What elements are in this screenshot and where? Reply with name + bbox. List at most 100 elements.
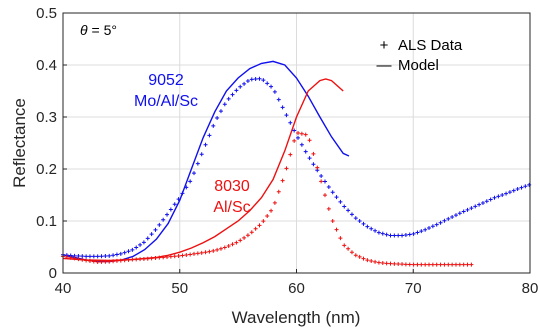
data-marker xyxy=(338,236,343,241)
data-marker xyxy=(311,162,316,167)
data-marker xyxy=(215,247,220,252)
data-marker xyxy=(407,232,412,237)
data-marker xyxy=(276,97,281,102)
data-marker xyxy=(504,191,509,196)
data-marker xyxy=(280,178,285,183)
data-marker xyxy=(199,250,204,255)
data-marker xyxy=(222,102,227,107)
data-marker xyxy=(288,120,293,125)
data-marker xyxy=(396,233,401,238)
model-line-8030 xyxy=(62,78,344,262)
data-marker xyxy=(172,254,177,259)
data-marker xyxy=(272,89,277,94)
data-marker xyxy=(434,262,439,267)
data-marker xyxy=(95,254,100,259)
data-marker xyxy=(153,227,158,232)
data-marker xyxy=(215,116,220,121)
data-marker xyxy=(272,200,277,205)
data-marker xyxy=(527,182,532,187)
data-marker xyxy=(511,188,516,193)
data-marker xyxy=(157,222,162,227)
data-marker xyxy=(145,236,150,241)
data-marker xyxy=(261,78,266,83)
data-marker xyxy=(103,254,108,259)
data-marker xyxy=(330,190,335,195)
data-marker xyxy=(87,254,92,259)
data-marker xyxy=(207,249,212,254)
data-marker xyxy=(515,187,520,192)
data-marker xyxy=(188,252,193,257)
data-marker xyxy=(480,200,485,205)
data-marker xyxy=(299,131,304,136)
data-marker xyxy=(315,165,320,170)
data-marker xyxy=(261,219,266,224)
data-marker xyxy=(430,262,435,267)
data-marker xyxy=(107,253,112,258)
data-marker xyxy=(199,152,204,157)
data-marker xyxy=(388,261,393,266)
data-marker xyxy=(130,247,135,252)
data-marker xyxy=(292,128,297,133)
series-layer xyxy=(61,60,532,267)
data-marker xyxy=(203,250,208,255)
data-marker xyxy=(80,254,85,259)
data-marker xyxy=(423,262,428,267)
data-marker xyxy=(346,246,351,251)
data-marker xyxy=(427,262,432,267)
y-tick-label: 0 xyxy=(49,265,57,282)
data-marker xyxy=(307,138,312,143)
data-marker xyxy=(380,231,385,236)
sample-9052-material: Mo/Al/Sc xyxy=(134,93,198,110)
data-marker xyxy=(453,213,458,218)
data-marker xyxy=(265,81,270,86)
data-marker xyxy=(346,208,351,213)
data-marker xyxy=(469,262,474,267)
data-marker xyxy=(376,260,381,265)
data-marker xyxy=(203,142,208,147)
x-tick-label: 40 xyxy=(55,280,72,297)
data-marker xyxy=(519,185,524,190)
data-marker xyxy=(400,233,405,238)
data-marker xyxy=(349,250,354,255)
data-marker xyxy=(303,132,308,137)
data-marker xyxy=(353,216,358,221)
data-marker xyxy=(338,199,343,204)
data-marker xyxy=(403,262,408,267)
x-tick-label: 50 xyxy=(171,280,188,297)
data-marker xyxy=(138,242,143,247)
data-marker xyxy=(446,216,451,221)
data-marker xyxy=(288,152,293,157)
data-marker xyxy=(307,156,312,161)
data-marker xyxy=(484,199,489,204)
data-marker xyxy=(195,161,200,166)
data-marker xyxy=(245,78,250,83)
data-marker xyxy=(234,240,239,245)
x-tick-label: 70 xyxy=(405,280,422,297)
data-marker xyxy=(303,149,308,154)
data-marker xyxy=(465,207,470,212)
legend-symbol-model: — xyxy=(377,57,392,74)
data-marker xyxy=(357,218,362,223)
data-marker xyxy=(419,262,424,267)
data-marker xyxy=(188,179,193,184)
data-marker xyxy=(111,253,116,258)
data-marker xyxy=(469,206,474,211)
data-marker xyxy=(330,219,335,223)
data-marker xyxy=(280,105,285,110)
data-marker xyxy=(84,254,89,259)
data-marker xyxy=(369,259,374,264)
data-marker xyxy=(507,190,512,195)
data-marker xyxy=(99,254,104,259)
data-markers-8030 xyxy=(61,130,474,267)
data-marker xyxy=(361,221,366,226)
data-marker xyxy=(488,197,493,202)
data-marker xyxy=(388,233,393,238)
data-marker xyxy=(342,243,347,248)
data-marker xyxy=(226,244,231,249)
data-marker xyxy=(411,231,416,236)
data-marker xyxy=(473,204,478,209)
data-marker xyxy=(276,189,281,194)
legend-symbol-data: + xyxy=(380,37,389,54)
data-marker xyxy=(238,238,243,243)
